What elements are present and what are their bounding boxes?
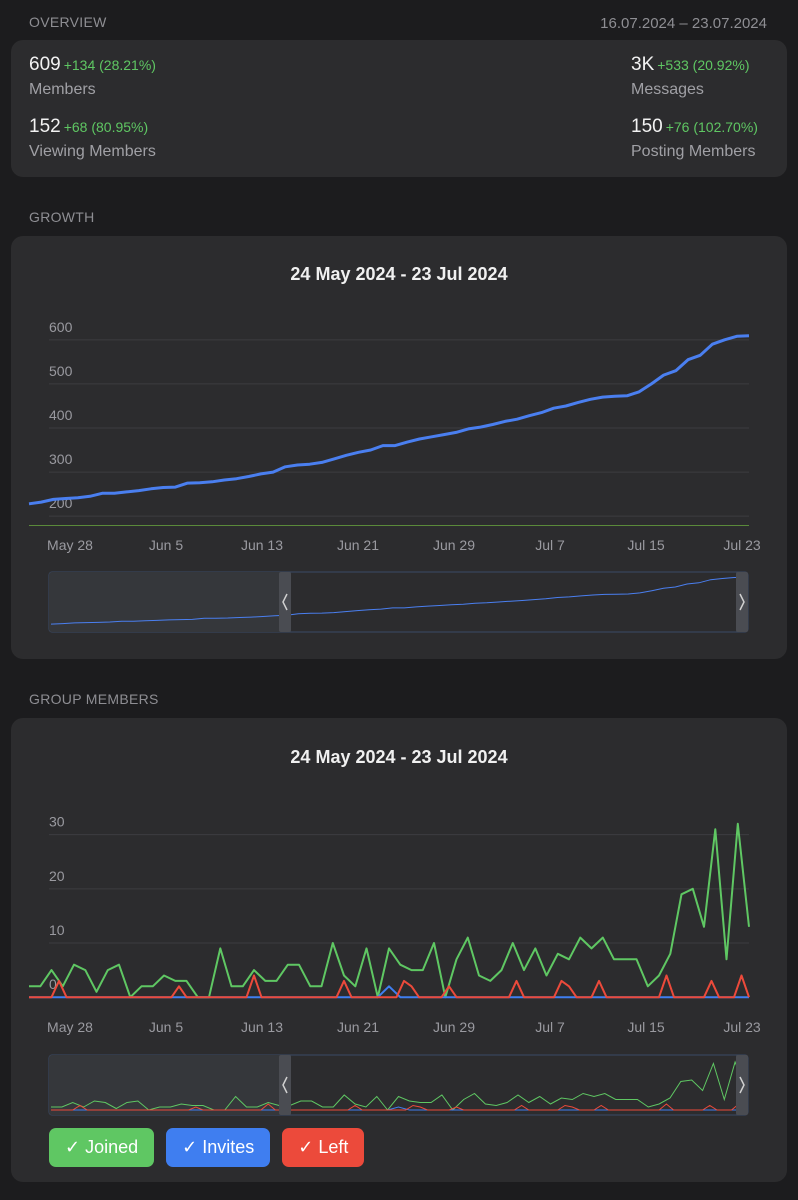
x-tick-label: Jul 15 xyxy=(627,537,665,553)
stat-posting-delta: +76 (102.70%) xyxy=(665,119,758,135)
series-line-0 xyxy=(28,334,750,506)
stat-messages-delta: +533 (20.92%) xyxy=(657,57,750,73)
y-tick-label: 10 xyxy=(49,922,65,938)
stat-members-label: Members xyxy=(29,81,96,98)
y-tick-label: 0 xyxy=(49,976,57,992)
x-tick-label: Jun 21 xyxy=(337,537,379,553)
y-tick-label: 600 xyxy=(49,319,73,335)
stat-posting-label: Posting Members xyxy=(631,143,756,160)
y-tick-label: 500 xyxy=(49,363,73,379)
chevron-right-icon xyxy=(739,1076,745,1094)
x-tick-label: Jun 21 xyxy=(337,1019,379,1035)
y-tick-label: 400 xyxy=(49,407,73,423)
legend-left-toggle[interactable]: ✓ Left xyxy=(282,1128,365,1167)
legend-joined-toggle[interactable]: ✓ Joined xyxy=(49,1128,155,1167)
stat-viewing-value: 152 xyxy=(29,116,61,137)
stat-members-delta: +134 (28.21%) xyxy=(63,57,156,73)
stat-posting-value: 150 xyxy=(631,116,663,137)
x-tick-label: May 28 xyxy=(47,1019,93,1035)
group-members-card: 24 May 2024 - 23 Jul 2024 0 10 20 30 May 28 J… xyxy=(11,718,787,1182)
navigator-right-handle[interactable] xyxy=(736,1055,748,1115)
navigator-mask xyxy=(49,572,291,632)
x-tick-label: Jun 13 xyxy=(241,1019,283,1035)
chevron-left-icon xyxy=(282,1076,288,1094)
stat-messages-label: Messages xyxy=(631,81,704,98)
series-line-2 xyxy=(29,974,750,999)
x-tick-label: May 28 xyxy=(47,537,93,553)
stat-messages: 3K +533 (20.92%) Messages xyxy=(631,54,749,99)
growth-card: 24 May 2024 - 23 Jul 2024 200 300 400 500 60… xyxy=(11,236,787,659)
stat-viewing-label: Viewing Members xyxy=(29,143,156,160)
x-tick-label: Jul 15 xyxy=(627,1019,665,1035)
overview-section-label: OVERVIEW xyxy=(29,14,107,30)
navigator-left-handle[interactable] xyxy=(279,572,291,632)
chevron-left-icon xyxy=(282,593,288,611)
stat-viewing-delta: +68 (80.95%) xyxy=(63,119,149,135)
y-tick-label: 300 xyxy=(49,451,73,467)
growth-chart-title: 24 May 2024 - 23 Jul 2024 xyxy=(290,264,508,284)
x-tick-label: Jul 23 xyxy=(723,1019,761,1035)
members-chart-title: 24 May 2024 - 23 Jul 2024 xyxy=(290,747,508,767)
y-tick-label: 30 xyxy=(49,814,65,830)
navigator-mask xyxy=(49,1055,291,1115)
x-tick-label: Jun 13 xyxy=(241,537,283,553)
chevron-right-icon xyxy=(739,593,745,611)
x-tick-label: Jun 5 xyxy=(149,537,183,553)
members-legend: ✓ Joined ✓ Invites ✓ Left xyxy=(49,1128,365,1167)
series-line-0 xyxy=(29,822,750,999)
group-members-section-label: GROUP MEMBERS xyxy=(29,691,159,707)
navigator-left-handle[interactable] xyxy=(279,1055,291,1115)
x-tick-label: Jun 5 xyxy=(149,1019,183,1035)
navigator-series-0 xyxy=(50,576,747,625)
stat-posting-members: 150 +76 (102.70%) Posting Members xyxy=(631,116,758,161)
overview-date-range: 16.07.2024 – 23.07.2024 xyxy=(600,15,767,32)
stat-members: 609 +134 (28.21%) Members xyxy=(29,54,156,99)
navigator-series-2 xyxy=(51,1103,747,1111)
overview-card: 609 +134 (28.21%) Members 3K +533 (20.92%)… xyxy=(11,40,787,177)
stat-members-value: 609 xyxy=(29,54,61,75)
members-chart: 0 10 20 30 May 28 Jun 5 Jun 13 Jun 21 Jun 29 Jul … xyxy=(29,814,761,1116)
stat-viewing-members: 152 +68 (80.95%) Viewing Members xyxy=(29,116,156,161)
x-tick-label: Jun 29 xyxy=(433,537,475,553)
x-tick-label: Jul 23 xyxy=(723,537,761,553)
legend-invites-toggle[interactable]: ✓ Invites xyxy=(166,1128,271,1167)
x-tick-label: Jul 7 xyxy=(535,537,565,553)
growth-section-label: GROWTH xyxy=(29,209,95,225)
y-tick-label: 20 xyxy=(49,868,65,884)
stat-messages-value: 3K xyxy=(631,54,655,75)
navigator-right-handle[interactable] xyxy=(736,572,748,632)
x-tick-label: Jul 7 xyxy=(535,1019,565,1035)
navigator-series-0 xyxy=(51,1060,747,1111)
x-tick-label: Jun 29 xyxy=(433,1019,475,1035)
